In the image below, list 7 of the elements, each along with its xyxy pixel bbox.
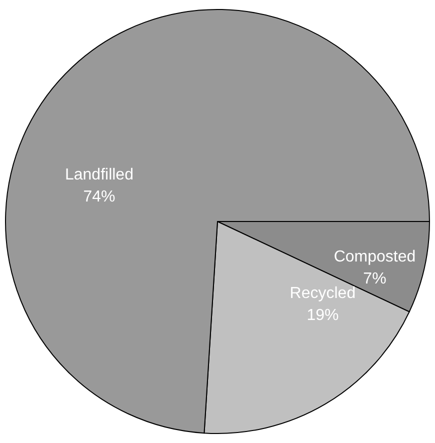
pie-slice <box>5 9 430 434</box>
slice-label: Composted <box>334 248 416 266</box>
data-label: 7% <box>363 270 386 288</box>
data-label: 19% <box>306 306 339 324</box>
slice-label: Landfilled <box>64 166 134 184</box>
slice-label: Recycled <box>290 284 356 302</box>
data-label: 74% <box>83 188 116 206</box>
